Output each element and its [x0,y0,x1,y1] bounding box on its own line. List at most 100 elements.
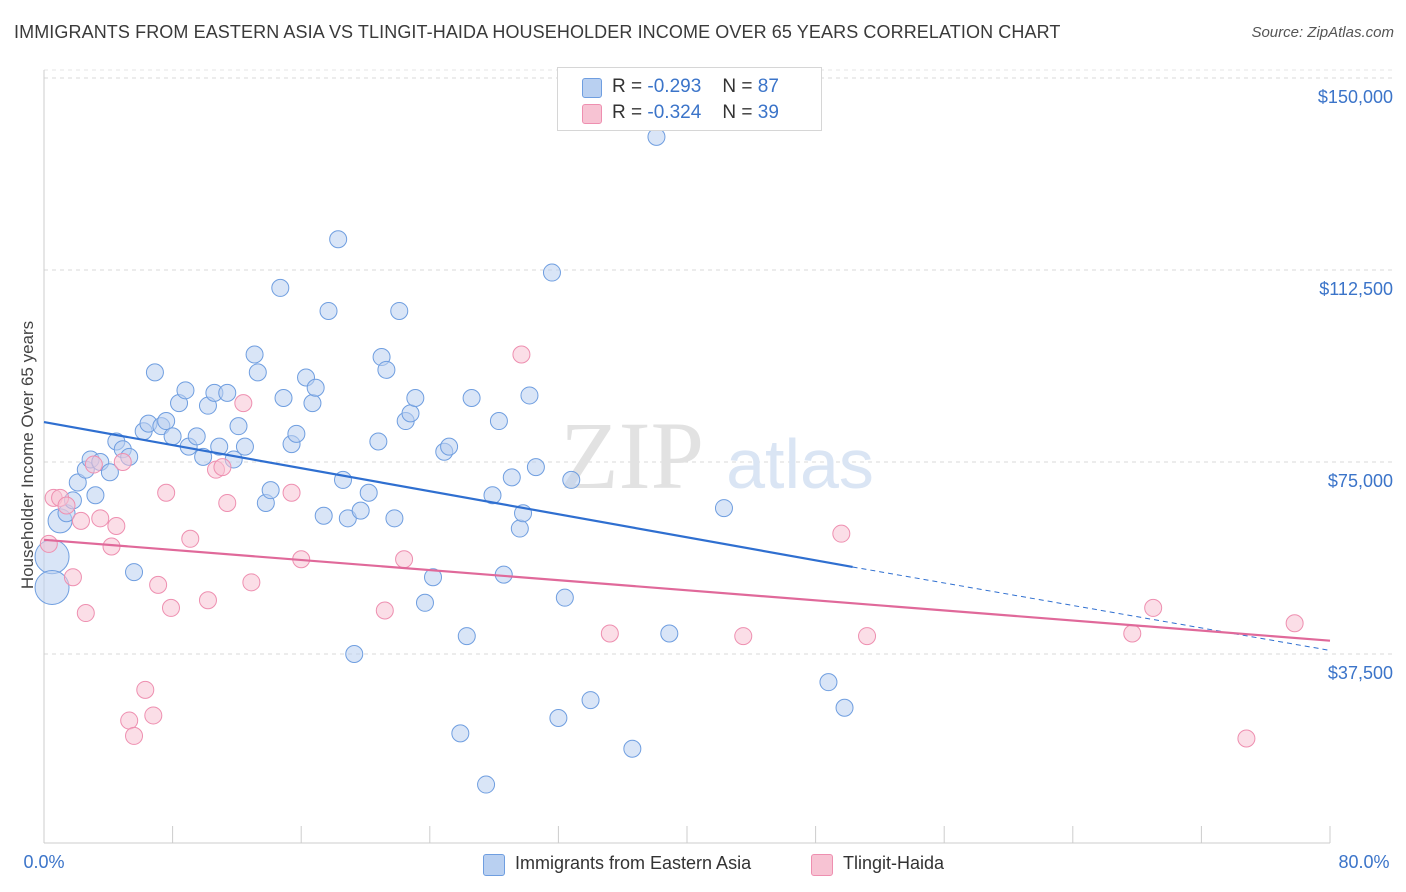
eastern-asia-point [549,709,568,727]
eastern-asia-point [406,389,425,407]
eastern-asia-point [287,424,306,443]
legend-r-label: R = [612,102,643,123]
eastern-asia-point [314,506,333,525]
y-tick-label: $37,500 [1328,663,1393,683]
y-tick-label: $112,500 [1319,279,1393,299]
tlingit-haida-point [84,455,103,474]
eastern-asia-point [351,501,370,520]
trend-lines [43,420,1331,651]
legend-r-value-tlingit-haida: -0.324 [647,102,702,123]
eastern-asia-point [555,588,574,607]
tlingit-haida-point [76,604,95,623]
correlation-legend: R = -0.293 N = 87 R = -0.324 N = 39 [557,67,822,131]
legend-n-value-eastern-asia: 87 [757,76,779,97]
tlingit-haida-point [234,394,253,413]
eastern-asia-point [306,378,325,397]
eastern-asia-point [125,563,144,582]
legend-n-label: N = [722,102,753,123]
tlingit-haida-point [113,453,132,471]
tlingit-haida-point [1285,614,1304,633]
eastern-asia-point [34,569,70,605]
eastern-asia-point [542,263,561,282]
y-tick-label: $75,000 [1328,471,1393,491]
tlingit-haida-point [107,517,126,535]
tlingit-haida-point [395,550,414,569]
tlingit-haida-point [213,458,232,477]
eastern-asia-point [274,389,293,407]
tlingit-haida-point [144,706,163,725]
tlingit-haida-point [242,573,261,592]
watermark-atlas: atlas [726,425,874,503]
eastern-asia-point [245,345,264,364]
eastern-asia-point [819,673,838,692]
eastern-asia-point [457,627,476,646]
tlingit-haida-point [57,496,76,515]
legend-swatch-tlingit-haida [811,854,833,876]
tlingit-haida-point [63,568,82,587]
eastern-asia-point [86,486,105,505]
eastern-asia-point [385,509,404,528]
eastern-asia-point [562,470,581,489]
tlingit-haida-point [1123,624,1142,643]
tlingit-haida-point [734,627,753,646]
eastern-asia-point [303,394,322,413]
tlingit-haida-point [1144,598,1163,617]
tlingit-haida-point [600,624,619,643]
eastern-asia-point [377,360,396,379]
tick-labels: $37,500 $75,000 $112,500 $150,000 0.0% 80.0% [23,87,1393,872]
eastern-asia-point [520,386,539,405]
eastern-asia-point [187,427,206,446]
tlingit-haida-point [157,483,176,502]
tlingit-haida-point [39,534,58,553]
legend-r-label: R = [612,76,643,97]
eastern-asia-point [526,458,545,477]
eastern-asia-point [502,468,521,487]
eastern-asia-point [451,724,470,743]
eastern-asia-point [163,427,182,446]
eastern-asia-point [319,301,338,320]
legend-label-tlingit-haida: Tlingit-Haida [843,853,945,873]
legend-r-value-eastern-asia: -0.293 [647,76,702,97]
eastern-asia-point [440,437,459,456]
legend-swatch-eastern-asia [582,78,602,98]
eastern-asia-point [510,519,529,538]
eastern-asia-point [401,404,420,423]
legend-swatch-tlingit-haida [582,104,602,124]
eastern-asia-point [424,568,443,587]
legend-label-eastern-asia: Immigrants from Eastern Asia [515,853,752,873]
chart-source: Source: ZipAtlas.com [1251,24,1394,41]
tlingit-haida-point [1237,729,1256,748]
eastern-asia-point [68,473,87,492]
tlingit-haida-point [198,591,217,610]
tlingit-haida-point [125,726,144,745]
eastern-asia-point [194,447,213,466]
eastern-asia-point [462,389,481,407]
eastern-asia-point [489,412,508,431]
eastern-asia-point [157,412,176,431]
tlingit-haida-point [71,511,90,530]
legend-n-label: N = [722,76,753,97]
tlingit-haida-point [218,493,237,512]
x-tick-label: 80.0% [1338,852,1389,872]
eastern-asia-point [415,593,434,612]
eastern-asia-point [390,301,409,320]
eastern-asia-point [329,230,348,249]
eastern-asia-point [369,432,388,451]
tlingit-haida-point [161,598,180,617]
eastern-asia-point [261,481,280,500]
tlingit-haida-point [136,680,155,699]
tlingit-haida-point [832,524,851,543]
eastern-asia-point [483,486,502,505]
watermark-zip: ZIP [560,402,704,509]
tlingit-haida-point [858,627,877,646]
legend-n-value-tlingit-haida: 39 [757,102,779,123]
eastern-asia-point [477,775,496,794]
eastern-asia-point [660,624,679,643]
eastern-asia-point [229,417,248,436]
eastern-asia-trend-line [43,420,853,569]
tlingit-haida-point [91,509,110,528]
eastern-asia-point [271,278,290,297]
data-points [34,127,1304,794]
eastern-asia-point [176,381,195,400]
